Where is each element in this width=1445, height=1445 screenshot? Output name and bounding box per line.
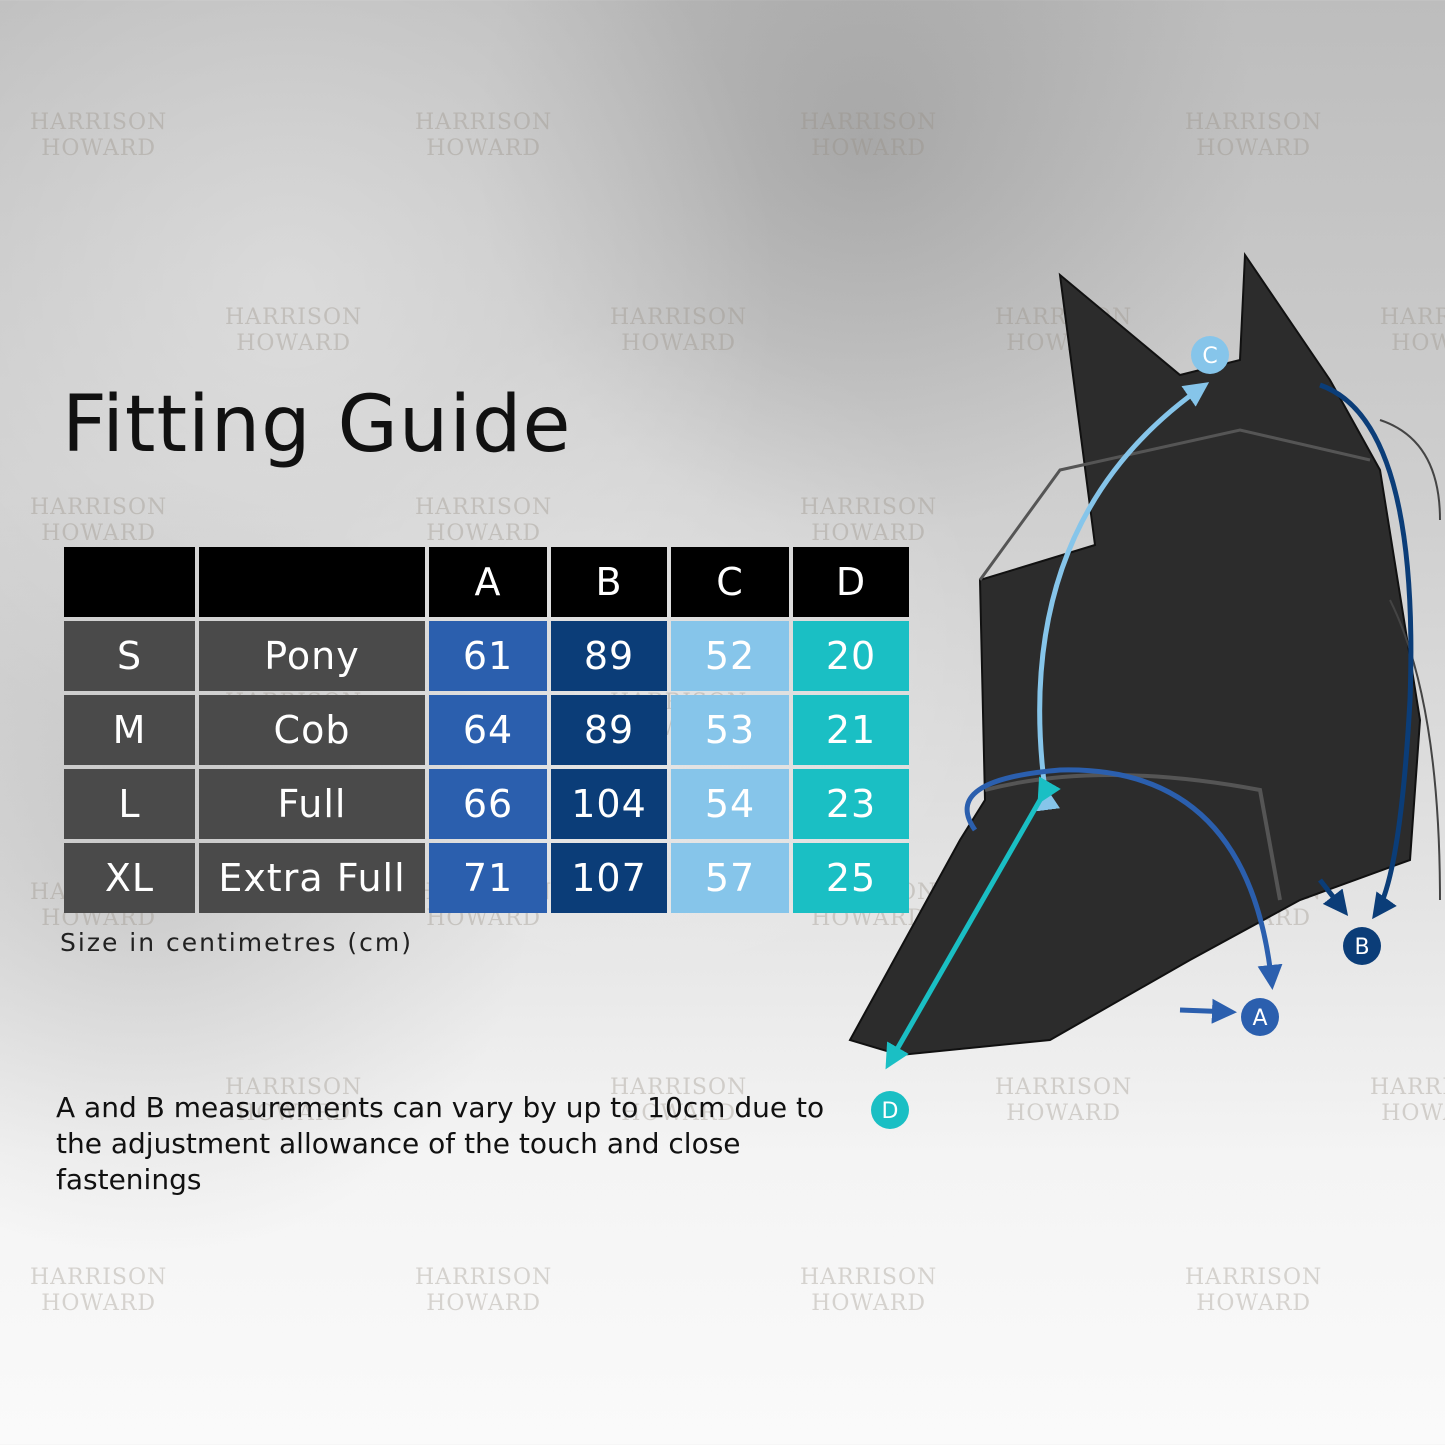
measure-c-arrow (1035, 382, 1210, 812)
header-cell-c: C (671, 547, 789, 617)
size-cell: S (64, 621, 195, 691)
c-cell: 57 (671, 843, 789, 913)
svg-text:A: A (1252, 1006, 1267, 1031)
name-cell: Pony (199, 621, 425, 691)
label-d: D (871, 1091, 909, 1129)
a-cell: 61 (429, 621, 547, 691)
header-cell-b: B (551, 547, 667, 617)
b-cell: 89 (551, 621, 667, 691)
c-cell: 52 (671, 621, 789, 691)
header-cell (64, 547, 195, 617)
d-cell: 21 (793, 695, 909, 765)
name-cell: Full (199, 769, 425, 839)
measure-b-arrow-2 (1318, 878, 1349, 916)
page-title: Fitting Guide (62, 380, 572, 470)
header-cell (199, 547, 425, 617)
b-cell: 107 (551, 843, 667, 913)
table-row: S Pony 61 89 52 20 (64, 621, 909, 691)
a-cell: 64 (429, 695, 547, 765)
measure-d-arrow (885, 776, 1061, 1070)
b-cell: 89 (551, 695, 667, 765)
c-cell: 54 (671, 769, 789, 839)
svg-text:B: B (1354, 935, 1369, 960)
size-cell: M (64, 695, 195, 765)
b-cell: 104 (551, 769, 667, 839)
header-cell-a: A (429, 547, 547, 617)
d-cell: 20 (793, 621, 909, 691)
measure-a-arrow-2 (1179, 998, 1237, 1024)
svg-text:D: D (882, 1099, 899, 1124)
a-cell: 71 (429, 843, 547, 913)
label-a: A (1241, 998, 1279, 1036)
header-cell-d: D (793, 547, 909, 617)
table-header-row: A B C D (64, 547, 909, 617)
name-cell: Cob (199, 695, 425, 765)
name-cell: Extra Full (199, 843, 425, 913)
label-c: C (1191, 336, 1229, 374)
size-cell: L (64, 769, 195, 839)
size-cell: XL (64, 843, 195, 913)
table-row: L Full 66 104 54 23 (64, 769, 909, 839)
unit-note: Size in centimetres (cm) (60, 928, 413, 957)
svg-text:C: C (1202, 344, 1217, 369)
measure-b-arrow (1319, 382, 1414, 920)
c-cell: 53 (671, 695, 789, 765)
label-b: B (1343, 927, 1381, 965)
footnote: A and B measurements can vary by up to 1… (56, 1091, 825, 1196)
table-row: M Cob 64 89 53 21 (64, 695, 909, 765)
a-cell: 66 (429, 769, 547, 839)
